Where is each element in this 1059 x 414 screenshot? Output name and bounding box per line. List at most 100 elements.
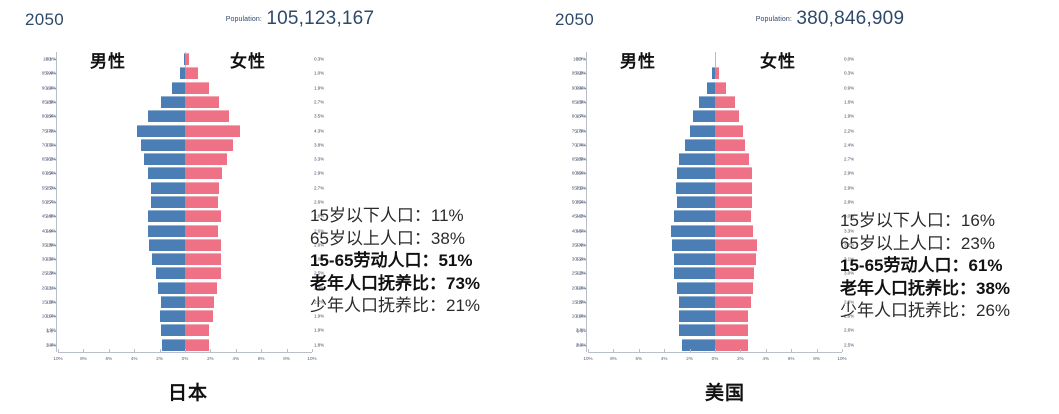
female-bar: 2.8% xyxy=(715,281,854,294)
female-label-usa: 女性 xyxy=(760,52,796,71)
y-axis-tick-mark xyxy=(54,73,57,75)
pyramid-row: 1.8% 1.8% xyxy=(46,338,324,352)
female-bar-value: 2.5% xyxy=(314,270,325,276)
pyramid-row: 3.1% 2.9% xyxy=(576,181,854,195)
y-axis-tick-mark xyxy=(584,187,587,189)
female-bar-value: 2.2% xyxy=(844,128,855,134)
pyramid-row: 2.6% 2.8% xyxy=(46,252,324,266)
y-axis-tick-mark xyxy=(54,187,57,189)
female-bar-value: 2.4% xyxy=(844,142,855,148)
male-bar: 3.1% xyxy=(576,181,715,194)
female-bar-value: 2.9% xyxy=(844,170,855,176)
x-axis-tick-mark xyxy=(638,349,640,352)
female-bar-value: 2.8% xyxy=(314,256,325,262)
y-axis-tick-mark xyxy=(54,173,57,175)
male-half: 2.7% xyxy=(46,181,185,195)
female-bar-value: 3.3% xyxy=(844,228,855,234)
pyramid-rows-usa: 0.0% 0.0% 0.2% 0.3% 0.6% 0.9% 1.3% 1.6% 1.7% 1.9%… xyxy=(576,52,854,352)
female-bar-value: 1.9% xyxy=(314,85,325,91)
y-axis-tick-mark xyxy=(54,344,57,346)
female-half: 2.6% xyxy=(715,295,854,309)
female-bar: 2.8% xyxy=(715,195,854,208)
male-label-usa: 男性 xyxy=(620,52,656,71)
male-bar-value: 2.8% xyxy=(575,313,586,319)
panel-japan: 2050 Population: 105,123,167 男性 女性 100+ 9… xyxy=(0,0,529,414)
pyramid-row: 0.0% 0.0% xyxy=(576,52,854,66)
female-bar-value: 3.2% xyxy=(844,242,855,248)
y-axis-tick-label: 100+ xyxy=(43,56,53,62)
female-half: 2.6% xyxy=(715,323,854,337)
male-half: 3.2% xyxy=(46,152,185,166)
female-bar-value: 2.7% xyxy=(314,99,325,105)
y-axis-tick-mark xyxy=(584,202,587,203)
y-axis-tick-mark xyxy=(584,216,587,218)
male-bar-value: 2.8% xyxy=(575,327,586,333)
population-word-japan: Population: xyxy=(225,16,262,23)
male-half: 2.8% xyxy=(576,309,715,323)
pyramid-row: 2.9% 2.8% xyxy=(46,209,324,223)
y-axis-tick-mark xyxy=(584,287,587,289)
female-half: 2.9% xyxy=(715,166,854,180)
female-half: 3.3% xyxy=(715,223,854,237)
y-axis-tick-label: 70-74 xyxy=(571,142,583,148)
male-bar-value: 2.9% xyxy=(45,170,56,176)
x-axis-tick-mark xyxy=(816,349,818,352)
female-bar: 1.9% xyxy=(185,310,324,323)
female-bar-value: 1.0% xyxy=(314,70,325,76)
pyramid-row: 3.0% 2.8% xyxy=(576,281,854,295)
male-bar: 1.0% xyxy=(46,81,185,94)
male-bar-value: 1.9% xyxy=(45,327,56,333)
male-bar-value: 2.6% xyxy=(45,256,56,262)
female-bar-value: 2.2% xyxy=(314,299,325,305)
male-bar: 0.2% xyxy=(576,67,715,80)
female-bar: 2.6% xyxy=(715,310,854,323)
population-value-usa: 380,846,909 xyxy=(796,8,905,29)
male-bar-value: 1.0% xyxy=(45,85,56,91)
y-axis-tick-label: 45-49 xyxy=(571,213,583,219)
female-bar: 3.8% xyxy=(185,138,324,151)
country-label-usa: 美国 xyxy=(705,383,746,404)
male-bar: 1.3% xyxy=(576,95,715,108)
male-bar-value: 2.6% xyxy=(575,342,586,348)
pyramid-row: 2.8% 2.6% xyxy=(576,309,854,323)
y-axis-tick-mark xyxy=(54,330,57,332)
female-bar: 3.3% xyxy=(715,224,854,237)
stat-line: 65岁以上人口：23% xyxy=(840,233,995,253)
x-axis-tick-mark xyxy=(842,349,843,352)
female-bar: 0.3% xyxy=(715,67,854,80)
x-axis-tick-mark xyxy=(740,349,742,352)
female-half: 2.7% xyxy=(185,95,324,109)
female-bar-value: 1.9% xyxy=(314,327,325,333)
y-axis-tick-label: 15-19 xyxy=(571,299,583,305)
female-bar-value: 3.0% xyxy=(844,270,855,276)
female-half: 1.0% xyxy=(185,66,324,80)
male-bar-value: 3.0% xyxy=(575,285,586,291)
male-half: 2.8% xyxy=(576,152,715,166)
stats-block-usa: 15岁以下人口：16% 65岁以上人口：23% 15-65劳动人口：61% 老年人口抚… xyxy=(840,210,1010,323)
x-axis-tick-label: 2% xyxy=(156,356,163,361)
y-axis-tick-mark xyxy=(584,259,587,261)
female-half: 2.8% xyxy=(715,281,854,295)
female-bar: 2.9% xyxy=(185,167,324,180)
x-axis-tick-mark xyxy=(261,349,263,352)
x-axis-tick-mark xyxy=(58,349,59,352)
pyramid-row: 2.8% 2.7% xyxy=(576,152,854,166)
female-bar: 2.9% xyxy=(715,181,854,194)
male-bar: 3.4% xyxy=(576,238,715,251)
y-axis-usa: 100+ 95-99 90-94 85-89 80-84 75-79 70-74 65-69 6… xyxy=(572,52,587,352)
y-axis-tick-label: 40-44 xyxy=(41,228,53,234)
female-half: 3.0% xyxy=(715,209,854,223)
y-axis-tick-label: 25-29 xyxy=(571,270,583,276)
y-axis-tick-label: 80-84 xyxy=(41,113,53,119)
male-bar-value: 3.8% xyxy=(45,128,56,134)
male-bar: 2.9% xyxy=(46,224,185,237)
y-axis-tick-mark xyxy=(584,302,587,303)
female-half: 1.9% xyxy=(185,309,324,323)
male-bar-value: 2.0% xyxy=(45,313,56,319)
female-bar-value: 3.8% xyxy=(314,142,325,148)
female-bar-value: 2.8% xyxy=(314,213,325,219)
male-bar-value: 3.2% xyxy=(575,270,586,276)
male-bar-value: 3.4% xyxy=(575,242,586,248)
female-bar-value: 0.0% xyxy=(844,56,855,62)
female-half: 1.6% xyxy=(715,95,854,109)
